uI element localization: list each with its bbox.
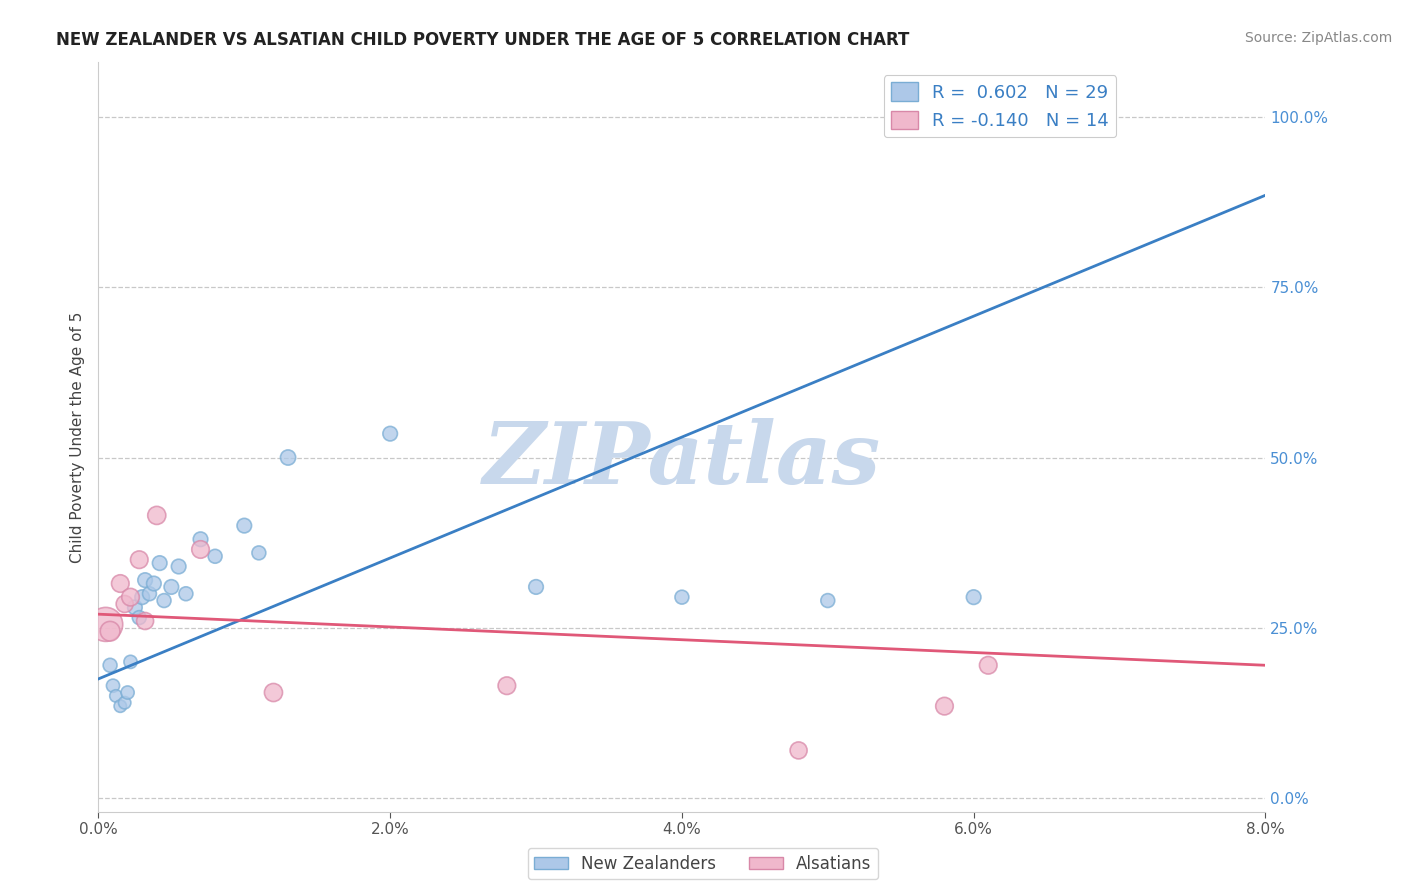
Point xyxy=(94,617,117,632)
Point xyxy=(977,658,1000,673)
Point xyxy=(114,696,136,710)
Point xyxy=(124,600,146,615)
Point xyxy=(671,590,693,604)
Point xyxy=(277,450,299,465)
Point xyxy=(524,580,547,594)
Point xyxy=(190,533,212,547)
Point xyxy=(817,593,839,607)
Point xyxy=(120,655,142,669)
Point xyxy=(138,587,160,601)
Point xyxy=(233,518,256,533)
Point xyxy=(247,546,270,560)
Point xyxy=(787,743,810,757)
Point xyxy=(142,576,165,591)
Point xyxy=(98,658,121,673)
Point xyxy=(110,576,132,591)
Point xyxy=(128,610,150,624)
Point xyxy=(146,508,169,523)
Point xyxy=(1035,110,1057,124)
Text: Source: ZipAtlas.com: Source: ZipAtlas.com xyxy=(1244,31,1392,45)
Point xyxy=(496,679,519,693)
Point xyxy=(934,699,956,714)
Text: NEW ZEALANDER VS ALSATIAN CHILD POVERTY UNDER THE AGE OF 5 CORRELATION CHART: NEW ZEALANDER VS ALSATIAN CHILD POVERTY … xyxy=(56,31,910,49)
Point xyxy=(131,590,153,604)
Point xyxy=(174,587,197,601)
Point xyxy=(110,699,132,714)
Point xyxy=(114,597,136,611)
Point xyxy=(262,685,284,699)
Legend: New Zealanders, Alsatians: New Zealanders, Alsatians xyxy=(527,848,879,880)
Y-axis label: Child Poverty Under the Age of 5: Child Poverty Under the Age of 5 xyxy=(69,311,84,563)
Point xyxy=(104,689,127,703)
Point xyxy=(962,590,984,604)
Point xyxy=(117,685,139,699)
Point xyxy=(160,580,183,594)
Legend: R =  0.602   N = 29, R = -0.140   N = 14: R = 0.602 N = 29, R = -0.140 N = 14 xyxy=(883,75,1116,137)
Point xyxy=(134,573,156,587)
Point xyxy=(120,590,142,604)
Point xyxy=(167,559,190,574)
Point xyxy=(149,556,172,570)
Point xyxy=(98,624,121,639)
Point xyxy=(380,426,402,441)
Point xyxy=(128,552,150,566)
Text: ZIPatlas: ZIPatlas xyxy=(482,417,882,501)
Point xyxy=(153,593,176,607)
Point xyxy=(101,679,124,693)
Point xyxy=(204,549,226,564)
Point xyxy=(134,614,156,628)
Point xyxy=(190,542,212,557)
